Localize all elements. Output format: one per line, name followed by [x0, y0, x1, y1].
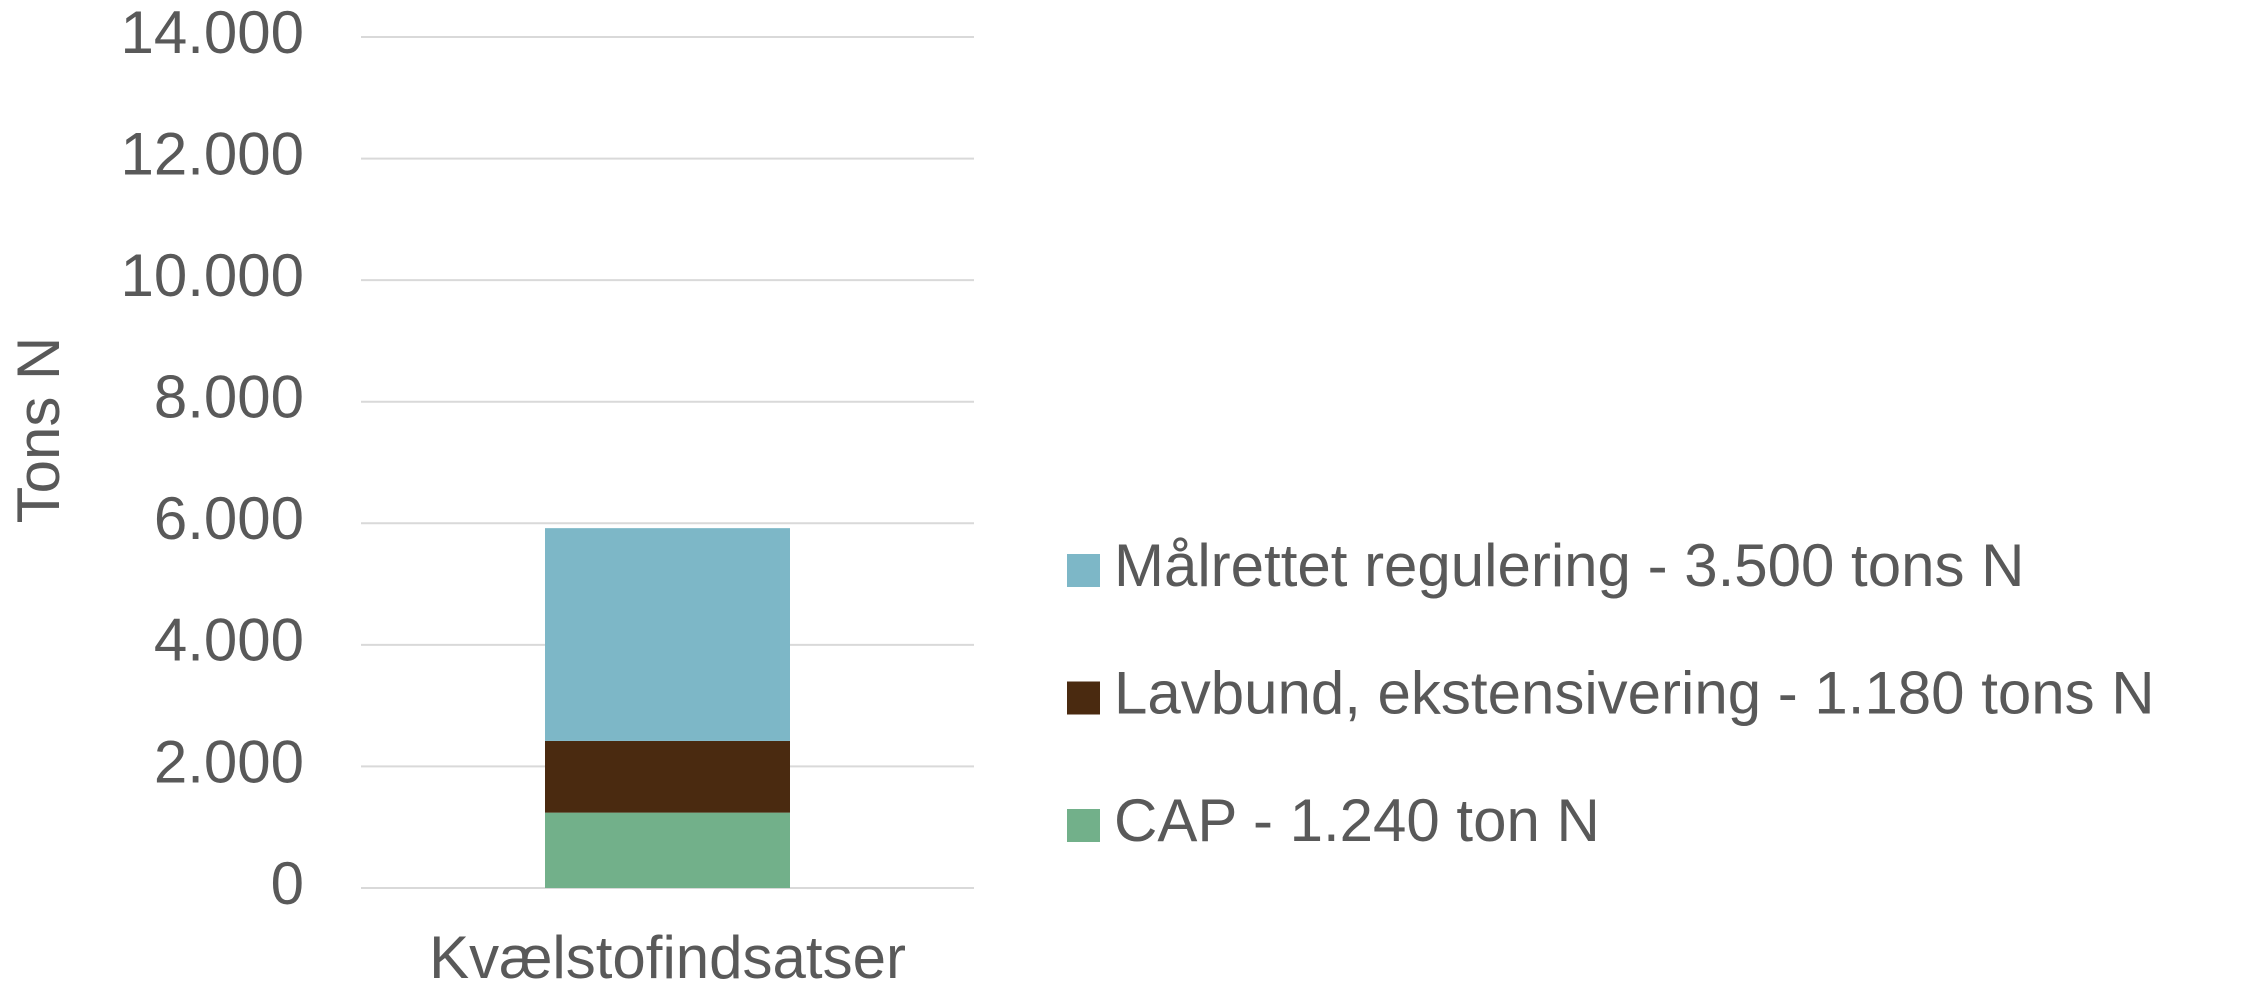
x-tick-label: Kvælstofindsatser	[429, 924, 906, 990]
legend-swatch	[1067, 681, 1100, 715]
legend-label: CAP - 1.240 ton N	[1114, 787, 1600, 854]
y-tick-label: 6.000	[154, 485, 304, 552]
y-tick-label: 10.000	[120, 242, 304, 309]
legend-label: Lavbund, ekstensivering - 1.180 tons N	[1114, 659, 2155, 726]
y-tick-label: 14.000	[120, 0, 304, 66]
y-tick-label: 2.000	[154, 728, 304, 795]
y-tick-label: 8.000	[154, 364, 304, 431]
y-tick-label: 12.000	[120, 120, 304, 187]
legend-swatch	[1067, 809, 1100, 842]
y-tick-label: 4.000	[154, 607, 304, 674]
legend-label: Målrettet regulering - 3.500 tons N	[1114, 532, 2024, 599]
y-axis-title: Tons N	[5, 337, 72, 524]
y-tick-label: 0	[271, 850, 304, 917]
bar-segment	[545, 740, 790, 813]
legend-swatch	[1067, 554, 1100, 587]
bar-segment	[545, 812, 790, 888]
bar-segment	[545, 528, 790, 741]
